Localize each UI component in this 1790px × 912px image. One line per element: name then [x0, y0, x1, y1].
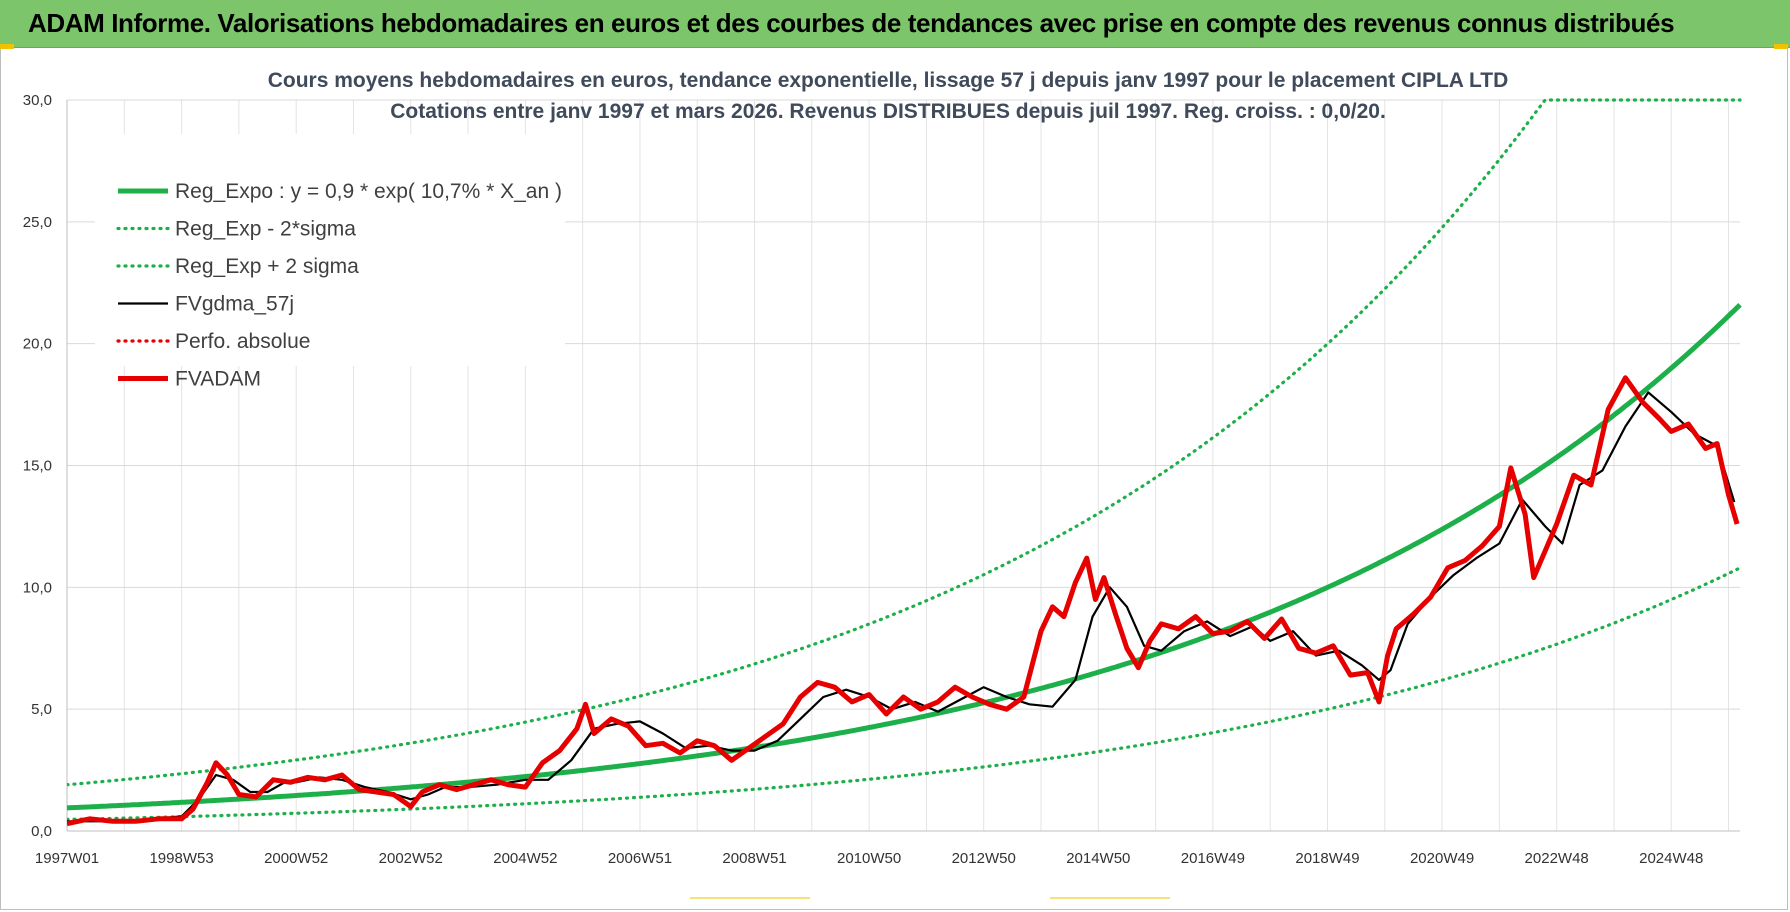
y-tick-label: 15,0 [23, 458, 52, 475]
y-axis-ticks: 0,0 5,0 10,0 15,0 20,0 25,0 30,0 [23, 92, 52, 840]
x-tick-label: 1997W01 [35, 850, 99, 867]
series-line-1 [67, 566, 1742, 821]
legend-label: Perfo. absolue [175, 330, 310, 353]
legend-background [95, 134, 565, 366]
x-tick-label: 2012W50 [952, 850, 1016, 867]
chart-subtitle: Cotations entre janv 1997 et mars 2026. … [390, 100, 1386, 123]
corner-marker [0, 44, 14, 49]
x-tick-label: 2016W49 [1181, 850, 1245, 867]
x-tick-label: 1998W53 [149, 850, 213, 867]
x-tick-label: 2002W52 [379, 850, 443, 867]
header-bar: ADAM Informe. Valorisations hebdomadaire… [0, 0, 1790, 48]
legend-label: FVADAM [175, 368, 261, 391]
x-tick-label: 2010W50 [837, 850, 901, 867]
y-tick-label: 20,0 [23, 336, 52, 353]
legend-label: FVgdma_57j [175, 293, 294, 316]
chart-title: Cours moyens hebdomadaires en euros, ten… [268, 69, 1509, 92]
x-tick-label: 2014W50 [1066, 850, 1130, 867]
y-tick-label: 30,0 [23, 92, 52, 109]
corner-marker [1774, 44, 1788, 49]
x-tick-label: 2024W48 [1639, 850, 1703, 867]
x-tick-label: 2018W49 [1295, 850, 1359, 867]
x-tick-label: 2022W48 [1525, 850, 1589, 867]
x-axis-ticks: 1997W01 1998W53 2000W52 2002W52 2004W52 2006W… [35, 850, 1703, 867]
chart-area: 1997W01 1998W53 2000W52 2002W52 2004W52 2006W… [23, 69, 1742, 899]
y-tick-label: 5,0 [31, 701, 52, 718]
x-tick-label: 2000W52 [264, 850, 328, 867]
legend-label: Reg_Expo : y = 0,9 * exp( 10,7% * X_an ) [175, 180, 562, 203]
series-line-2 [67, 98, 1742, 787]
legend-label: Reg_Exp + 2 sigma [175, 255, 359, 278]
y-tick-label: 25,0 [23, 214, 52, 231]
x-tick-label: 2006W51 [608, 850, 672, 867]
legend-label: Reg_Exp - 2*sigma [175, 218, 356, 241]
x-tick-label: 2008W51 [722, 850, 786, 867]
y-tick-label: 10,0 [23, 579, 52, 596]
plot-series [67, 98, 1742, 827]
x-tick-label: 2004W52 [493, 850, 557, 867]
series-line-0 [67, 303, 1742, 811]
y-tick-label: 0,0 [31, 823, 52, 840]
page-title: ADAM Informe. Valorisations hebdomadaire… [28, 8, 1675, 38]
legend: Reg_Expo : y = 0,9 * exp( 10,7% * X_an )… [116, 180, 562, 391]
series-line-5 [67, 375, 1740, 827]
x-tick-label: 2020W49 [1410, 850, 1474, 867]
